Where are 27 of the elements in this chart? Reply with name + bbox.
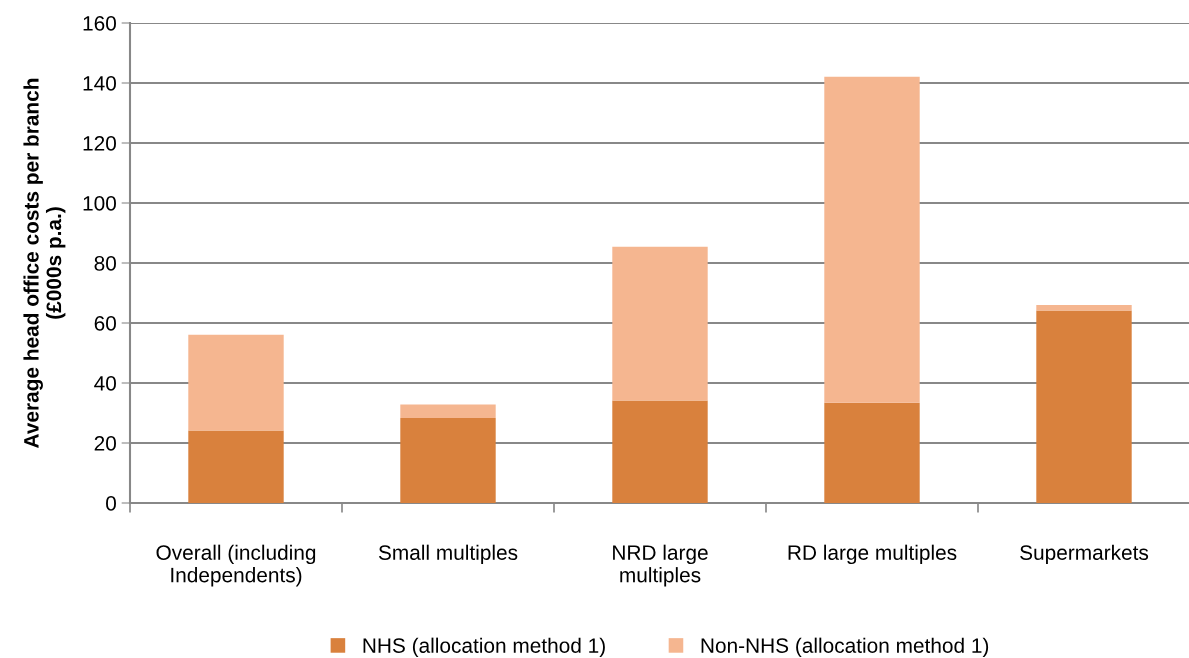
y-tick-label: 80 xyxy=(94,256,116,271)
y-tick-label: 140 xyxy=(83,76,116,91)
y-tick-label: 20 xyxy=(94,436,116,451)
bar xyxy=(400,404,496,419)
y-tick-label: 160 xyxy=(83,16,116,31)
x-tick-label: Supermarkets xyxy=(1020,544,1149,565)
y-tick-label: 60 xyxy=(94,316,116,331)
x-tick-label: RD large multiples xyxy=(788,544,957,565)
bar xyxy=(188,334,284,431)
legend-label: NHS (allocation method 1) xyxy=(363,637,605,658)
bar xyxy=(612,400,708,503)
bar xyxy=(188,430,284,503)
x-tick-label: Overall (including Independents) xyxy=(156,544,316,587)
x-tick-label: Small multiples xyxy=(378,544,518,565)
x-tick-label: NRD large multiples xyxy=(613,544,708,587)
bar xyxy=(824,402,920,503)
legend-label: Non-NHS (allocation method 1) xyxy=(701,637,989,658)
y-tick-label: 0 xyxy=(106,496,116,511)
y-tick-label: 120 xyxy=(83,136,116,151)
bar xyxy=(1036,310,1132,503)
y-tick-label: 100 xyxy=(83,196,116,211)
bar xyxy=(1036,305,1132,311)
y-axis-title: Average head office costs per branch (£000s p.a.) xyxy=(23,78,66,448)
bar xyxy=(612,246,708,401)
bar xyxy=(400,418,496,503)
bar xyxy=(824,76,920,403)
y-tick-label: 40 xyxy=(94,376,116,391)
